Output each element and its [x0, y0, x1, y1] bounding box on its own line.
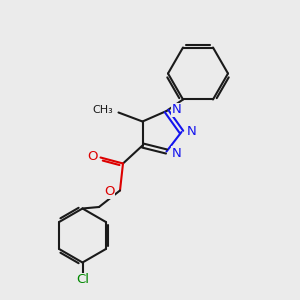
Text: Cl: Cl	[76, 273, 89, 286]
Text: CH₃: CH₃	[92, 105, 113, 115]
Text: N: N	[187, 125, 197, 138]
Text: N: N	[172, 103, 182, 116]
Text: O: O	[104, 185, 115, 198]
Text: O: O	[87, 150, 98, 163]
Text: N: N	[172, 147, 182, 160]
